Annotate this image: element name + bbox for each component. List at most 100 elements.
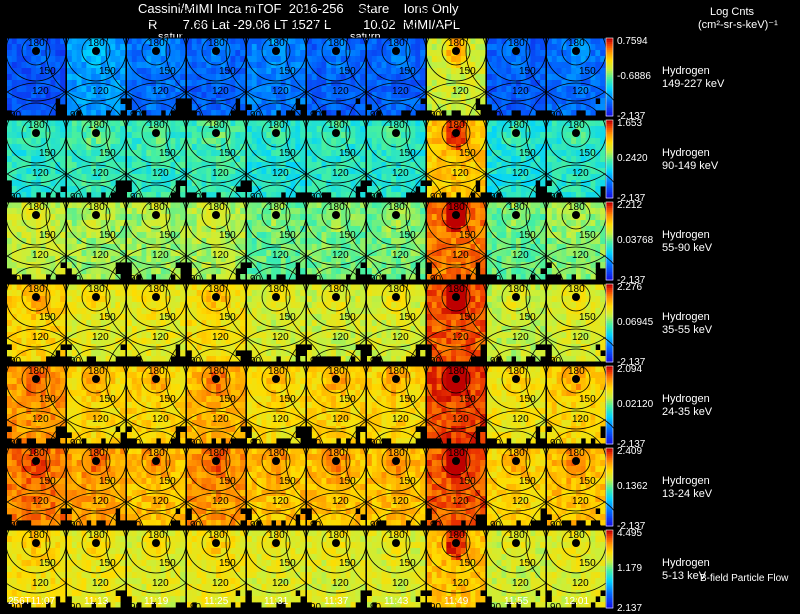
heat-pixel [501, 180, 507, 187]
heat-pixel [427, 238, 433, 245]
heat-pixel [410, 138, 416, 145]
heat-pixel [91, 220, 97, 227]
heat-pixel [600, 150, 606, 157]
heat-pixel [300, 220, 306, 227]
heat-pixel [506, 126, 512, 133]
heat-pixel [60, 150, 66, 157]
heat-pixel [350, 232, 356, 239]
heat-pixel [240, 244, 246, 251]
heat-pixel [316, 256, 322, 263]
heat-pixel [427, 74, 433, 81]
heat-pixel [600, 98, 606, 105]
heat-pixel [156, 274, 162, 281]
heat-pixel [266, 214, 272, 221]
heat-pixel [371, 250, 378, 257]
heat-pixel [76, 192, 82, 199]
heat-pixel [465, 38, 471, 45]
heat-pixel [456, 104, 462, 111]
heat-pixel [276, 256, 282, 263]
heat-pixel [496, 92, 502, 99]
heat-pixel [311, 256, 318, 263]
heat-pixel [316, 74, 322, 81]
heat-pixel [316, 250, 322, 257]
heat-pixel [321, 38, 327, 45]
heat-pixel [585, 144, 591, 151]
heat-pixel [247, 74, 253, 81]
heat-pixel [436, 214, 442, 221]
contour-label: 180 [148, 120, 165, 131]
heat-pixel [290, 274, 296, 281]
heat-pixel [295, 44, 301, 51]
heat-pixel [271, 104, 277, 111]
heat-pixel [307, 262, 313, 269]
heat-pixel [247, 192, 253, 199]
heat-pixel [96, 74, 102, 81]
heat-pixel [547, 98, 553, 105]
heat-pixel [146, 68, 152, 75]
heat-pixel [470, 44, 476, 51]
heat-pixel [160, 104, 167, 111]
heat-pixel [240, 44, 246, 51]
heat-pixel [11, 302, 18, 309]
heat-pixel [340, 56, 347, 63]
heat-pixel [396, 74, 402, 81]
heat-pixel [201, 126, 207, 133]
heat-pixel [251, 110, 258, 117]
heat-pixel [321, 274, 327, 281]
heat-pixel [196, 244, 202, 251]
heat-pixel [141, 268, 147, 275]
heat-pixel [91, 186, 97, 193]
heat-pixel [396, 168, 402, 175]
heat-pixel [31, 104, 37, 111]
heat-pixel [326, 168, 332, 175]
heat-pixel [100, 156, 107, 163]
heat-pixel [535, 44, 541, 51]
heat-pixel [547, 168, 553, 175]
heat-pixel [60, 68, 66, 75]
heat-pixel [180, 168, 186, 175]
heat-pixel [371, 274, 378, 281]
heat-pixel [456, 92, 462, 99]
heat-pixel [516, 74, 522, 81]
heat-pixel [316, 132, 322, 139]
heat-pixel [556, 74, 562, 81]
heat-pixel [240, 220, 246, 227]
heat-pixel [487, 186, 493, 193]
heat-pixel [105, 274, 111, 281]
heat-pixel [251, 38, 258, 45]
heat-pixel [21, 62, 27, 69]
heat-pixel [371, 68, 378, 75]
heat-pixel [120, 250, 126, 257]
heat-pixel [160, 192, 167, 199]
heat-pixel [7, 98, 13, 105]
heat-pixel [100, 220, 107, 227]
heat-pixel [156, 150, 162, 157]
heat-pixel [16, 38, 22, 45]
heat-pixel [45, 202, 51, 209]
heat-pixel [420, 86, 426, 93]
heat-pixel [156, 250, 162, 257]
heat-pixel [196, 238, 202, 245]
heat-pixel [475, 132, 481, 139]
heat-pixel [127, 202, 133, 209]
heat-pixel [571, 168, 577, 175]
heat-pixel [45, 214, 51, 221]
heat-pixel [7, 174, 13, 181]
heat-pixel [396, 144, 402, 151]
heat-pixel [595, 244, 601, 251]
heat-pixel [331, 92, 337, 99]
heat-pixel [105, 214, 111, 221]
heat-pixel [96, 92, 102, 99]
heat-pixel [156, 138, 162, 145]
heat-pixel [36, 74, 42, 81]
heat-pixel [556, 144, 562, 151]
heat-pixel [540, 120, 546, 127]
heat-pixel [506, 68, 512, 75]
heat-pixel [76, 50, 82, 57]
heat-pixel [45, 262, 51, 269]
heat-pixel [350, 168, 356, 175]
colorbar-segment [606, 174, 613, 178]
heat-pixel [420, 244, 426, 251]
heat-pixel [371, 186, 378, 193]
